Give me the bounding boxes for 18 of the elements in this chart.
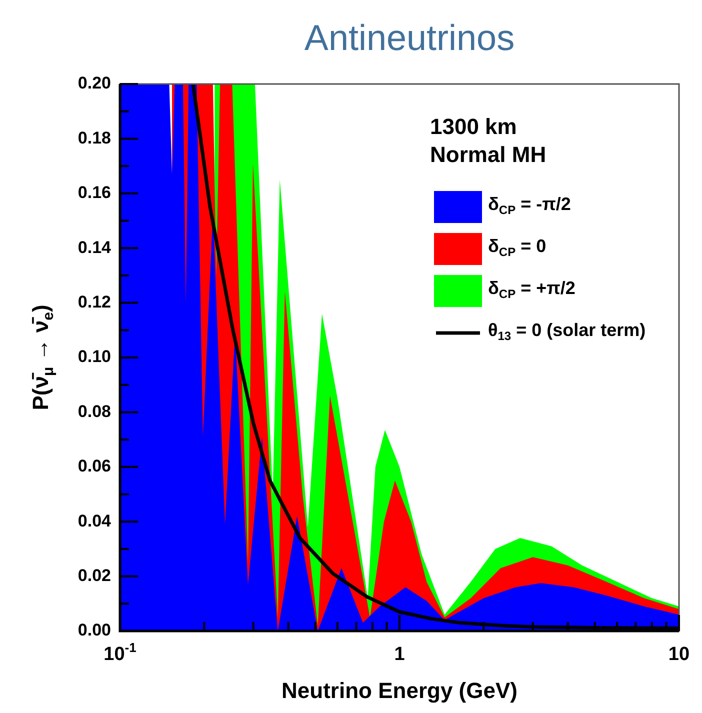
chart-title: Antineutrinos xyxy=(304,16,515,58)
y-axis-title: P(ν̄μ → ν̄e) xyxy=(28,304,58,410)
annotation: Normal MH xyxy=(430,142,546,168)
y-tick-label: 0.06 xyxy=(78,456,112,476)
x-tick-label: 1 xyxy=(394,644,406,666)
y-tick-label: 0.18 xyxy=(78,128,112,148)
annotation: 1300 km xyxy=(430,114,517,140)
y-tick-label: 0.12 xyxy=(78,292,112,312)
y-tick-label: 0.10 xyxy=(78,347,112,366)
y-tick-label: 0.16 xyxy=(78,183,112,202)
y-tick-label: 0.14 xyxy=(78,238,112,257)
y-tick-label: 0.00 xyxy=(78,620,112,640)
y-tick-label: 0.02 xyxy=(78,566,112,585)
y-tick-label: 0.20 xyxy=(78,74,112,93)
y-tick-label: 0.04 xyxy=(78,511,112,530)
x-tick-label: 10 xyxy=(668,644,690,666)
y-tick-label: 0.08 xyxy=(78,402,112,421)
x-axis-title: Neutrino Energy (GeV) xyxy=(282,678,518,704)
